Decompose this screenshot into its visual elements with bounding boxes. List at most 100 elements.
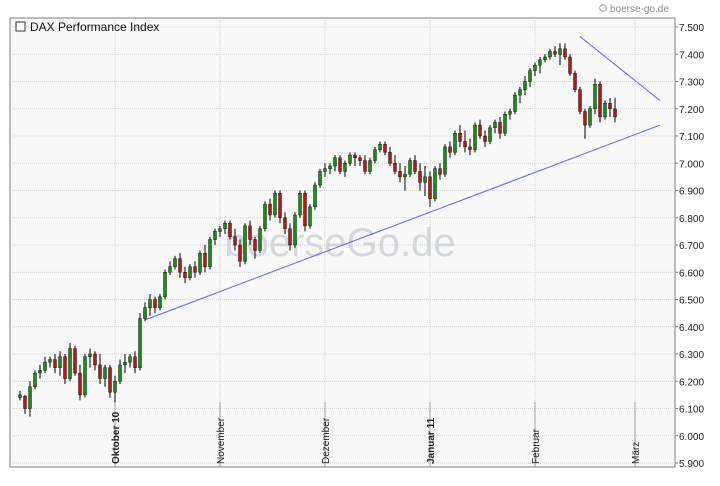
candle (588, 106, 592, 128)
candle-body (363, 160, 367, 172)
candle-body (68, 348, 72, 379)
candles (18, 43, 617, 417)
candle-body (203, 252, 207, 268)
candle (23, 394, 27, 414)
y-tick-label: 7.500 (679, 23, 704, 34)
candle (303, 190, 307, 232)
candle-body (163, 272, 167, 297)
candle-body (33, 372, 37, 387)
candle-body (393, 163, 397, 172)
candle (463, 130, 467, 153)
candle-body (238, 244, 242, 262)
candle (263, 201, 267, 232)
candle-body (298, 193, 302, 216)
candle-body (78, 372, 82, 396)
candle-body (333, 157, 337, 167)
candle (333, 155, 337, 172)
candle (208, 236, 212, 270)
candle-body (148, 299, 152, 308)
candle (203, 245, 207, 273)
trendlines (144, 36, 661, 321)
candle (348, 152, 352, 166)
candle-body (168, 266, 172, 273)
candle (38, 364, 42, 379)
candle (113, 375, 117, 404)
candle (228, 220, 232, 240)
candle (418, 163, 422, 191)
y-tick-label: 6.000 (679, 432, 704, 443)
candle (468, 138, 472, 156)
candle-body (598, 84, 602, 118)
candle (363, 155, 367, 175)
candle-body (88, 353, 92, 357)
y-tick-label: 6.600 (679, 268, 704, 279)
candle (248, 220, 252, 245)
candle (493, 119, 497, 134)
candle-body (458, 133, 462, 142)
source-label[interactable]: boerse-go.de (599, 4, 670, 15)
candle-body (373, 149, 377, 161)
candle-body (323, 168, 327, 172)
y-tick-label: 6.700 (679, 241, 704, 252)
candle-body (523, 81, 527, 90)
candle (153, 296, 157, 314)
candle (68, 343, 72, 382)
candle-body (503, 113, 507, 134)
candle (148, 294, 152, 316)
candle-body (353, 154, 357, 158)
candle-body (473, 124, 477, 150)
candle-body (83, 356, 87, 396)
candle (313, 182, 317, 210)
candle (583, 108, 587, 139)
candle (543, 54, 547, 63)
candle (513, 92, 517, 115)
candle-body (318, 171, 322, 186)
candle (53, 354, 57, 374)
candle-body (313, 184, 317, 208)
legend-checkbox[interactable] (15, 21, 26, 32)
candle (268, 198, 272, 221)
candle (483, 130, 487, 147)
candle-body (18, 394, 22, 398)
candle-body (263, 203, 267, 229)
candle (48, 356, 52, 368)
candle (28, 381, 32, 417)
candle-body (498, 122, 502, 134)
candle (598, 81, 602, 123)
candle (218, 225, 222, 237)
candle (538, 56, 542, 74)
candle (613, 97, 617, 123)
x-axis: Oktober 10 November Dezember Januar 11 Febru… (111, 402, 642, 467)
candle (233, 228, 237, 251)
candle (213, 228, 217, 245)
candle (338, 155, 342, 175)
candle-body (413, 160, 417, 172)
candle (388, 146, 392, 166)
candle (88, 348, 92, 368)
candle (603, 100, 607, 120)
candle-body (568, 56, 572, 74)
candle (273, 190, 277, 218)
candle-body (58, 356, 62, 368)
candle (573, 70, 577, 93)
candle (423, 165, 427, 196)
candle (478, 119, 482, 139)
candle-body (38, 370, 42, 374)
source-label-text: boerse-go.de (610, 4, 669, 15)
candle (108, 364, 112, 398)
candle (238, 239, 242, 267)
candle (353, 152, 357, 166)
candle-body (288, 228, 292, 246)
candle-body (158, 296, 162, 308)
candle (288, 223, 292, 251)
y-tick-label: 6.900 (679, 187, 704, 198)
candle-body (593, 84, 597, 109)
candle (253, 236, 257, 259)
candle (328, 163, 332, 175)
candle-body (358, 157, 362, 161)
candle-body (583, 111, 587, 126)
candle (398, 163, 402, 183)
candle (578, 86, 582, 115)
candle-body (23, 396, 27, 409)
candle (298, 190, 302, 218)
